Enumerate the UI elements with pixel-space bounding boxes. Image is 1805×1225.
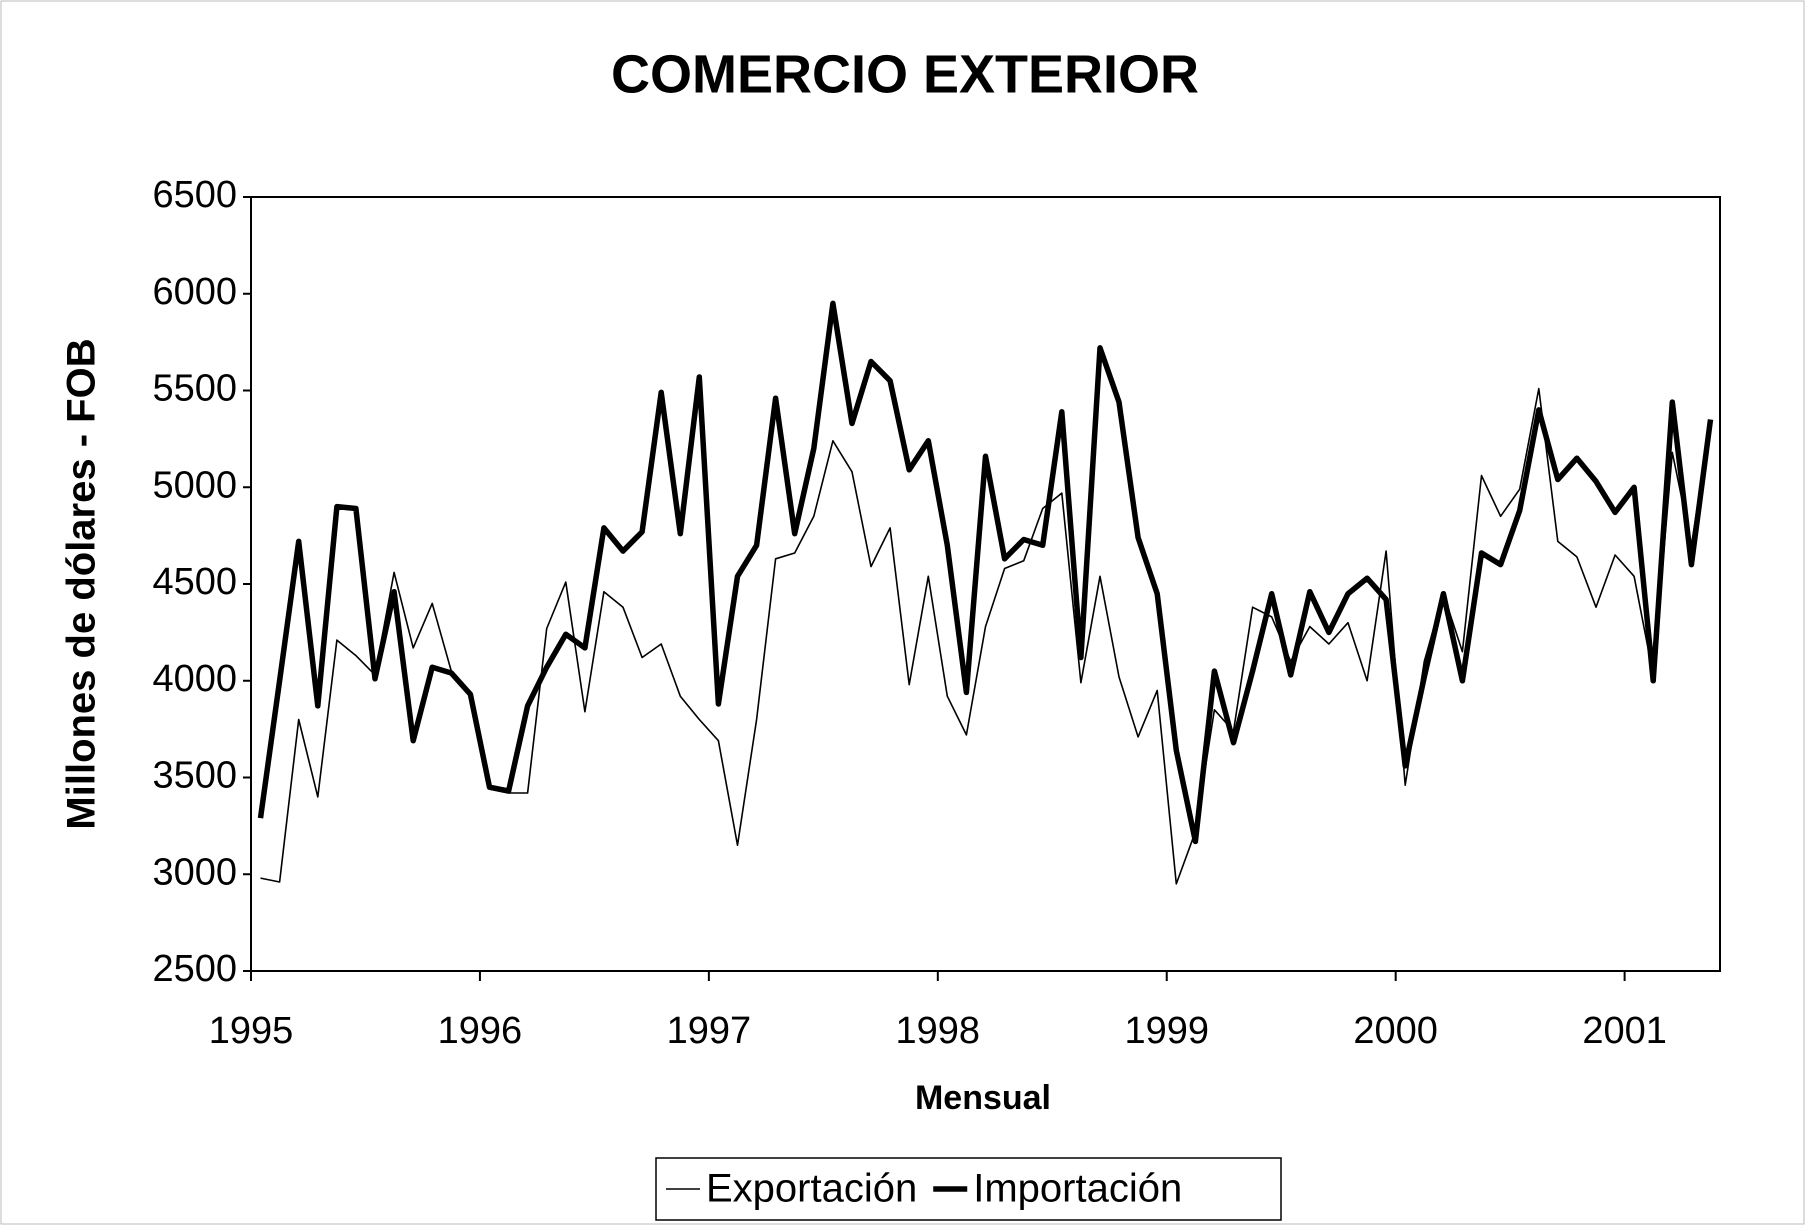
- y-tick-label: 4500: [152, 561, 237, 603]
- chart-title: COMERCIO EXTERIOR: [611, 44, 1199, 104]
- y-tick-label: 6500: [152, 174, 237, 216]
- series-line: [257, 300, 1714, 845]
- y-tick-label: 4000: [152, 658, 237, 700]
- x-tick-label: 2001: [1582, 1010, 1667, 1052]
- x-tick-label: 1996: [438, 1010, 523, 1052]
- x-tick-label: 1997: [667, 1010, 752, 1052]
- x-axis-label: Mensual: [915, 1079, 1051, 1117]
- y-tick-label: 3500: [152, 755, 237, 797]
- x-tick-label: 1999: [1124, 1010, 1209, 1052]
- y-tick-label: 2500: [152, 948, 237, 990]
- y-tick-label: 6000: [152, 271, 237, 313]
- legend-box: [655, 1157, 1282, 1221]
- legend-label: Importación: [973, 1167, 1182, 1211]
- legend-label: Exportación: [706, 1167, 917, 1211]
- x-tick-label: 2000: [1353, 1010, 1438, 1052]
- x-tick-label: 1998: [896, 1010, 981, 1052]
- y-tick-label: 5000: [152, 464, 237, 506]
- y-tick-label: 3000: [152, 851, 237, 893]
- x-tick-label: 1995: [209, 1010, 294, 1052]
- y-tick-label: 5500: [152, 368, 237, 410]
- y-axis-label: Millones de dólares - FOB: [60, 338, 104, 829]
